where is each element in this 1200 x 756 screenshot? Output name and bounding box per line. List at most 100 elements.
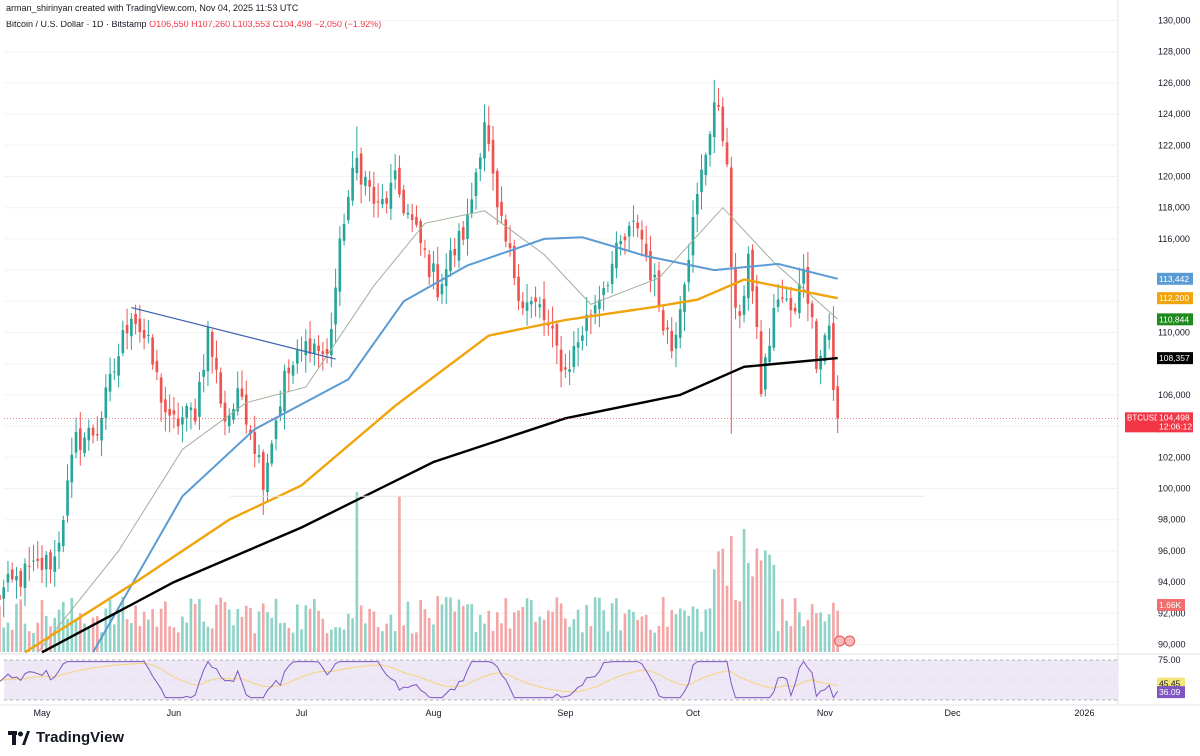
volume-bar xyxy=(312,599,316,652)
volume-bar xyxy=(130,622,133,652)
candle-body xyxy=(508,243,512,249)
volume-bar xyxy=(198,599,201,652)
volume-bar xyxy=(687,615,691,652)
candle-body xyxy=(572,345,576,368)
volume-bar xyxy=(640,616,644,652)
volume-bar xyxy=(738,601,742,652)
candle-body xyxy=(232,408,235,420)
candle-body xyxy=(802,268,805,284)
ma-price-badge xyxy=(1157,292,1193,305)
candle-body xyxy=(181,417,184,425)
price-tick-label: 116,000 xyxy=(1158,234,1190,244)
candle-body xyxy=(640,229,644,240)
volume-bar xyxy=(44,615,48,652)
price-tick-label: 126,000 xyxy=(1158,78,1191,88)
volume-bar xyxy=(712,569,716,652)
volume-bar xyxy=(793,598,797,652)
volume-bar xyxy=(725,585,729,652)
volume-bar xyxy=(0,606,1,652)
volume-bar xyxy=(278,623,282,652)
volume-bar xyxy=(227,609,231,652)
candle-body xyxy=(755,286,759,327)
candle-body xyxy=(798,284,801,314)
volume-bar xyxy=(138,626,142,652)
candle-body xyxy=(244,394,248,425)
volume-bar xyxy=(802,626,805,652)
volume-bar xyxy=(223,602,227,652)
candle-body xyxy=(478,157,482,170)
volume-bar xyxy=(240,616,244,652)
candle-body xyxy=(198,381,201,417)
price-tick-label: 128,000 xyxy=(1158,47,1191,57)
volume-bar xyxy=(700,631,703,652)
volume-bar xyxy=(176,632,180,652)
price-tick-label: 110,000 xyxy=(1158,328,1190,338)
ma-price-badge xyxy=(1157,272,1193,285)
volume-bar xyxy=(219,597,223,652)
ma200-line xyxy=(41,356,838,654)
volume-bar xyxy=(551,611,554,652)
candle-body xyxy=(772,307,776,348)
candle-body xyxy=(406,212,410,215)
candle-body xyxy=(789,297,793,311)
volume-bar xyxy=(508,628,512,652)
volume-bar xyxy=(389,614,393,652)
volume-bar xyxy=(325,633,329,652)
volume-bar xyxy=(593,597,597,652)
volume-bar xyxy=(512,612,516,652)
volume-bar xyxy=(598,597,601,652)
candle-body xyxy=(632,220,635,222)
trendline xyxy=(131,306,336,360)
candle-body xyxy=(351,167,354,201)
candle-body xyxy=(159,377,163,403)
price-tick-label: 102,000 xyxy=(1158,452,1191,462)
volume-bar xyxy=(572,619,576,652)
volume-bar xyxy=(734,599,737,652)
volume-bar xyxy=(266,611,269,652)
candle-body xyxy=(66,480,69,516)
volume-bar xyxy=(653,632,657,652)
volume-bar xyxy=(729,536,733,652)
candle-body xyxy=(427,254,431,278)
candle-body xyxy=(95,434,99,436)
candle-body xyxy=(461,227,465,240)
candle-body xyxy=(155,360,159,373)
volume-bar xyxy=(172,627,176,652)
candle-body xyxy=(495,170,499,208)
volume-bar xyxy=(636,619,640,652)
symbol-legend: Bitcoin / U.S. Dollar · 1D · Bitstamp O1… xyxy=(6,19,381,29)
candle-body xyxy=(717,104,720,107)
candle-body xyxy=(521,301,525,309)
volume-bar xyxy=(691,606,695,652)
candle-body xyxy=(695,193,699,215)
candle-body xyxy=(142,330,146,339)
tradingview-logo[interactable]: TradingView xyxy=(8,729,124,746)
candle-body xyxy=(419,221,423,244)
event-flag-icon xyxy=(834,635,846,647)
candle-body xyxy=(172,410,176,415)
candle-body xyxy=(491,139,495,174)
volume-bar xyxy=(461,605,465,652)
volume-bar xyxy=(287,627,291,652)
time-tick-label: Sep xyxy=(557,708,573,718)
volume-bar xyxy=(768,554,771,652)
candle-body xyxy=(398,167,401,195)
candle-body xyxy=(823,335,827,362)
volume-bar xyxy=(606,631,610,652)
volume-bar xyxy=(721,548,725,652)
volume-badge xyxy=(1157,599,1185,611)
candle-body xyxy=(627,225,631,237)
volume-bar xyxy=(568,626,571,652)
time-tick-label: Nov xyxy=(817,708,834,718)
volume-bar xyxy=(49,626,52,652)
candle-body xyxy=(687,259,691,283)
volume-bar xyxy=(683,610,686,652)
price-tick-label: 120,000 xyxy=(1158,172,1191,182)
candle-body xyxy=(385,197,388,204)
candle-body xyxy=(636,222,640,229)
volume-bar xyxy=(644,614,648,652)
volume-bar xyxy=(125,619,129,652)
candle-body xyxy=(832,323,835,391)
candle-body xyxy=(121,330,125,354)
